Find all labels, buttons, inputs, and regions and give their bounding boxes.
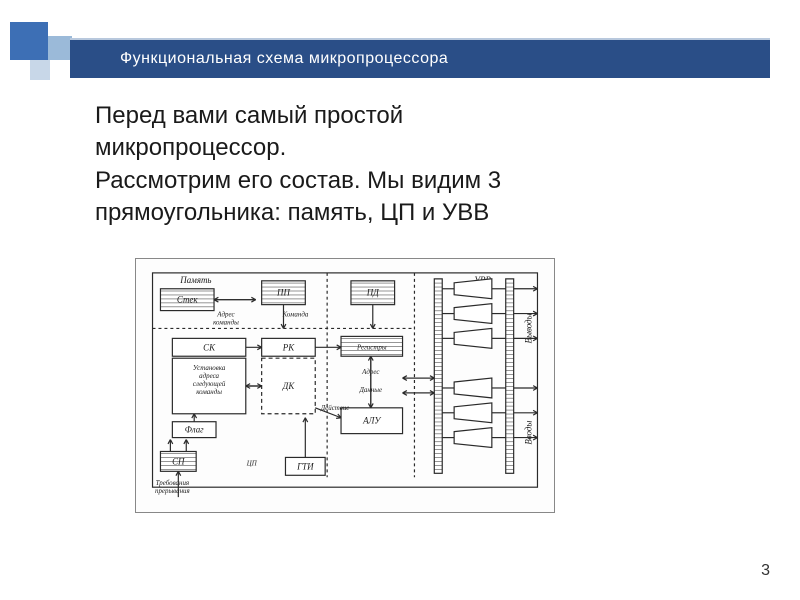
svg-text:Вводы: Вводы [524,421,534,445]
svg-text:ГТИ: ГТИ [296,461,314,471]
decor-square [48,36,72,60]
svg-text:Адрескоманды: Адрескоманды [213,311,239,327]
svg-text:ДК: ДК [282,381,296,391]
microprocessor-diagram: ПамятьУВВСтекПППДСКРКРегистрыУстановкаад… [136,259,554,512]
svg-text:СК: СК [203,342,216,352]
svg-text:ПП: ПП [276,288,290,298]
svg-text:Выводы: Выводы [524,313,534,343]
decor-square [10,22,48,60]
body-line: Рассмотрим его состав. Мы видим 3 [95,165,740,197]
decor-square [30,60,50,80]
body-line: Перед вами самый простой [95,100,740,132]
slide-title: Функциональная схема микропроцессора [120,50,448,68]
body-line: прямоугольника: память, ЦП и УВВ [95,197,740,229]
svg-text:Требованияпрерывания: Требованияпрерывания [155,479,190,495]
slide-title-bar: Функциональная схема микропроцессора [70,38,770,78]
svg-text:ЦП: ЦП [246,459,258,467]
svg-text:ПД: ПД [366,288,380,298]
slide-body: Перед вами самый простой микропроцессор.… [95,100,740,230]
svg-text:СП: СП [172,456,185,466]
svg-text:Регистры: Регистры [356,343,387,351]
svg-text:АЛУ: АЛУ [362,416,381,426]
svg-text:Память: Память [179,275,211,285]
body-line: микропроцессор. [95,132,740,164]
page-number: 3 [761,562,770,580]
svg-text:Флаг: Флаг [185,425,204,435]
svg-text:РК: РК [282,342,295,352]
svg-text:Действие: Действие [320,404,350,412]
svg-text:Стек: Стек [177,295,198,305]
svg-text:Команда: Команда [281,311,308,319]
svg-text:Установкаадресаследующейкоманд: Установкаадресаследующейкоманды [193,364,226,396]
diagram-container: ПамятьУВВСтекПППДСКРКРегистрыУстановкаад… [135,258,555,513]
